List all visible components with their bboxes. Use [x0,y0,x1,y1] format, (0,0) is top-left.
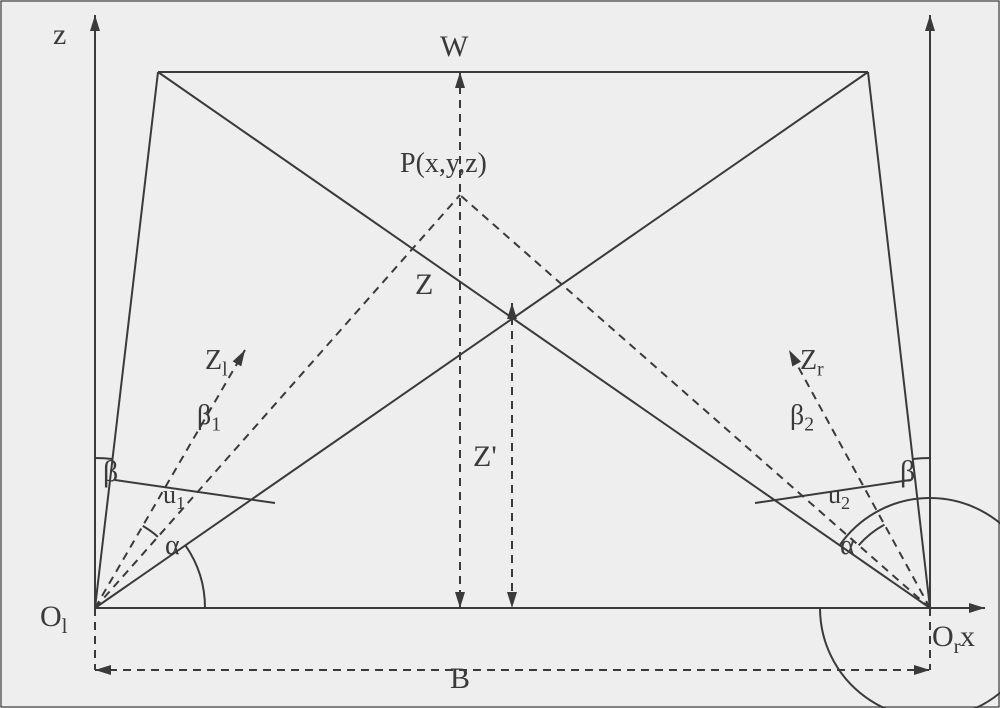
label-alpha_l: α [165,530,180,562]
label-P: P(x,y,z) [400,148,487,180]
label-x: x [960,620,975,654]
label-u1: u1 [163,480,185,514]
label-Zl: Zl [205,345,228,382]
label-Zp: Z' [473,440,497,474]
diagram-svg [0,0,1000,708]
label-Ol: Ol [40,600,68,639]
label-B: B [450,662,470,696]
diagram-stage: z x Ol Or W B P(x,y,z) Z Z' Zl Zr β β α α β1 β2 u1 u2 [0,0,1000,708]
label-beta2: β2 [790,400,814,437]
label-Or: Or [932,620,961,659]
label-u2: u2 [828,480,850,514]
label-Z: Z [415,268,433,302]
label-W: W [440,30,468,64]
label-z: z [53,18,66,52]
label-beta_r: β [900,455,915,489]
label-alpha_r: α [840,530,855,562]
label-beta_l: β [103,455,118,489]
label-beta1: β1 [197,400,221,437]
label-Zr: Zr [800,345,824,382]
